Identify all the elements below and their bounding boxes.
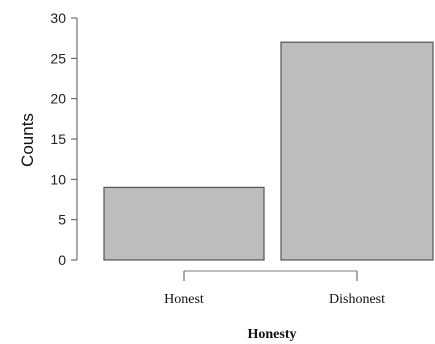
y-tick-label: 5 [58,212,66,228]
y-tick-label: 15 [50,131,66,147]
bar-honest [103,186,265,261]
y-tick-label: 10 [50,171,66,187]
x-axis: Honest Dishonest [164,270,385,307]
y-axis-title: Counts [18,113,37,167]
bars [103,41,434,261]
x-tick-label-dishonest: Dishonest [329,292,385,307]
y-tick-label: 30 [50,10,66,26]
x-tick-label-honest: Honest [164,292,204,307]
x-axis-title: Honesty [248,327,297,342]
y-axis: 0 5 10 15 20 25 30 [50,10,78,268]
y-tick-label: 20 [50,91,66,107]
y-tick-label: 25 [50,50,66,66]
bar-dishonest [280,41,434,261]
y-tick-label: 0 [58,252,66,268]
